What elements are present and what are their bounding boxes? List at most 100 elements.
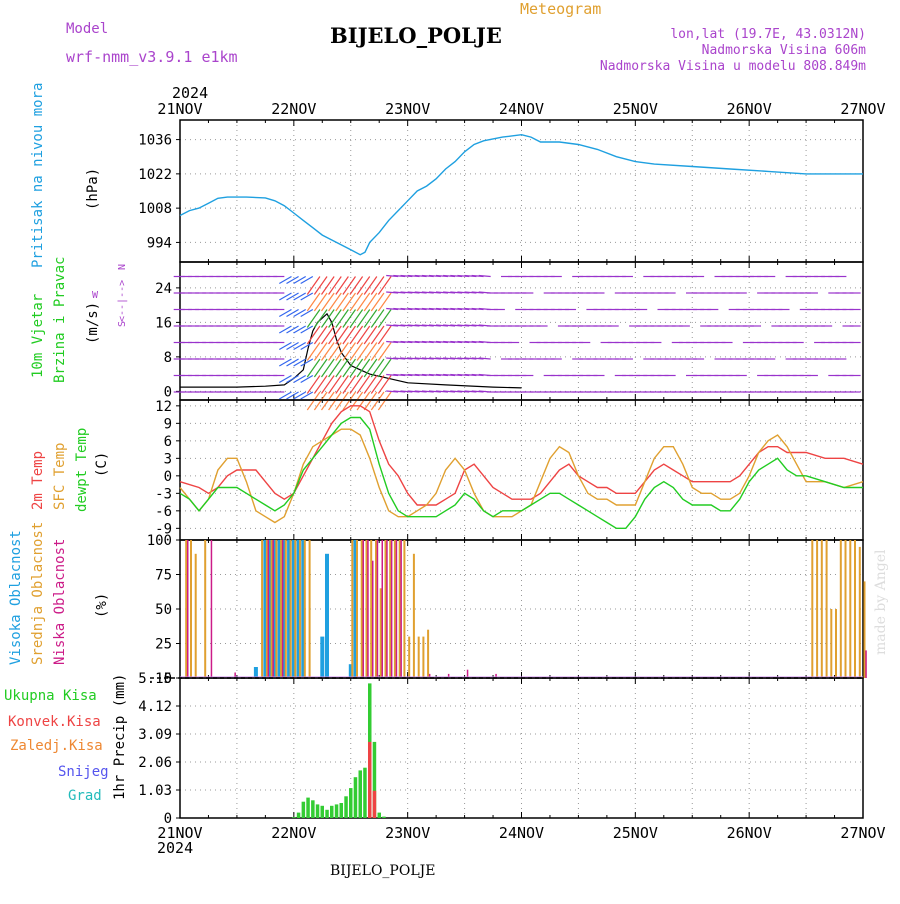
y-tick-label: 1008	[138, 201, 172, 217]
y-tick-label: 5.15	[138, 671, 172, 687]
x-tick-top-label: 27NOV	[840, 100, 885, 118]
temp-label-dew: dewpt Temp	[74, 428, 90, 512]
cloud-bar	[281, 540, 284, 678]
wind-barb	[321, 342, 335, 361]
pressure-ylabel: (hPa)	[85, 168, 101, 210]
cloud-bar	[362, 540, 364, 678]
cloud-bar	[272, 540, 274, 678]
cloud-bar	[865, 650, 867, 678]
x-tick-top-label: 26NOV	[727, 100, 772, 118]
precip-legend-hail: Grad	[68, 788, 102, 804]
wind-barb	[293, 308, 306, 318]
cloud-bar	[210, 540, 213, 678]
wind-barb	[279, 341, 292, 351]
precip-legend-total: Ukupna Kisa	[4, 688, 97, 704]
wind-barb	[313, 375, 328, 394]
wind-barb	[363, 391, 378, 411]
panels-group: 21NOV 21NOV 22NOV 22NOV 23NOV 23NOV 24NOV 24NOV…	[138, 100, 885, 842]
wind-barb	[370, 391, 385, 411]
cloud-bar	[403, 540, 406, 678]
cloud-bar	[395, 540, 398, 678]
cloud-bar	[379, 588, 382, 678]
cloud-bar	[185, 540, 188, 678]
wind-barb	[279, 308, 292, 318]
wind-barb	[349, 342, 364, 361]
wind-barb	[293, 374, 306, 384]
wind-barb	[328, 292, 342, 312]
wind-barb	[300, 358, 314, 367]
cloud-bar	[398, 540, 401, 678]
precip-bar	[306, 797, 310, 818]
wind-barb	[306, 292, 321, 312]
y-tick-label: 50	[155, 602, 172, 618]
precip-bar	[292, 817, 296, 818]
y-tick-label: 3.09	[138, 727, 172, 743]
wind-barb	[293, 325, 306, 334]
cloud-bar	[393, 540, 396, 678]
wind-barb	[335, 292, 349, 312]
y-tick-label: 0	[164, 671, 172, 687]
wind-barb	[370, 309, 385, 328]
cloud-bar	[270, 540, 273, 678]
cloud-label-low: Niska Oblacnost	[52, 539, 68, 665]
wind-barb	[478, 274, 491, 278]
wind-barb	[356, 292, 371, 312]
wind-barb	[279, 374, 292, 384]
wind-barb	[328, 325, 342, 345]
precip-legend-snow: Snijeg	[58, 764, 109, 780]
precip-bar	[330, 805, 334, 818]
wind-barb	[356, 309, 371, 328]
wind-barb	[279, 358, 292, 367]
precip-legend-conv: Konvek.Kisa	[8, 714, 101, 730]
cloud-bar	[863, 581, 866, 678]
precip-bar	[368, 741, 372, 818]
wind-barb	[306, 325, 321, 345]
wind-barb	[342, 325, 356, 345]
wind-barb	[349, 391, 364, 411]
wind-barb	[313, 325, 328, 345]
wind-barb	[370, 325, 385, 345]
wind-barb	[356, 358, 371, 378]
cloud-bar	[495, 673, 497, 678]
precip-bar	[325, 809, 329, 818]
wind-speed-line	[180, 312, 522, 389]
wind-barb	[321, 292, 335, 312]
cloud-bar	[820, 540, 823, 678]
cloud-bar	[816, 540, 819, 678]
wind-barb	[321, 391, 335, 411]
model-name: wrf-nmm_v3.9.1 e1km	[66, 48, 238, 66]
elevation-label: Nadmorska Visina 606m	[702, 43, 867, 58]
cloud-bar	[370, 540, 373, 678]
cloud-bar	[356, 540, 358, 678]
y-tick-label: 994	[147, 235, 172, 251]
wind-barb	[349, 325, 364, 345]
wind-barb	[321, 276, 335, 295]
y-tick-label: 3	[164, 451, 172, 467]
wind-barb	[363, 375, 378, 394]
precip-bar	[372, 790, 377, 818]
wind-barb	[335, 342, 349, 361]
wind-barb	[335, 375, 349, 394]
y-tick-label: 8	[164, 350, 172, 366]
cloud-bar	[294, 540, 297, 678]
y-tick-label: 2.06	[138, 755, 172, 771]
panel-pressure: 994 1008 1022 1036	[138, 119, 864, 263]
wind-ylabel: (m/s)	[85, 302, 101, 344]
wind-barb	[313, 358, 328, 378]
cloud-bar	[372, 560, 374, 678]
y-tick-label: -9	[155, 521, 172, 537]
wind-barb	[342, 292, 356, 312]
cloud-bar	[296, 540, 301, 678]
wind-barb	[377, 276, 392, 295]
cloud-bar	[835, 609, 837, 678]
wind-barb	[313, 292, 328, 312]
wind-barb	[328, 391, 342, 411]
meteogram-label: Meteogram	[520, 0, 601, 18]
cloud-bar	[303, 540, 306, 678]
wind-barb	[313, 309, 328, 328]
precip-bar	[344, 796, 348, 818]
model-elevation-label: Nadmorska Visina u modelu 808.849m	[600, 59, 866, 74]
wind-barb	[377, 375, 392, 394]
wind-direction-legend: W <--|--> N S	[92, 264, 128, 327]
station-title: BIJELO_POLJE	[330, 23, 502, 48]
